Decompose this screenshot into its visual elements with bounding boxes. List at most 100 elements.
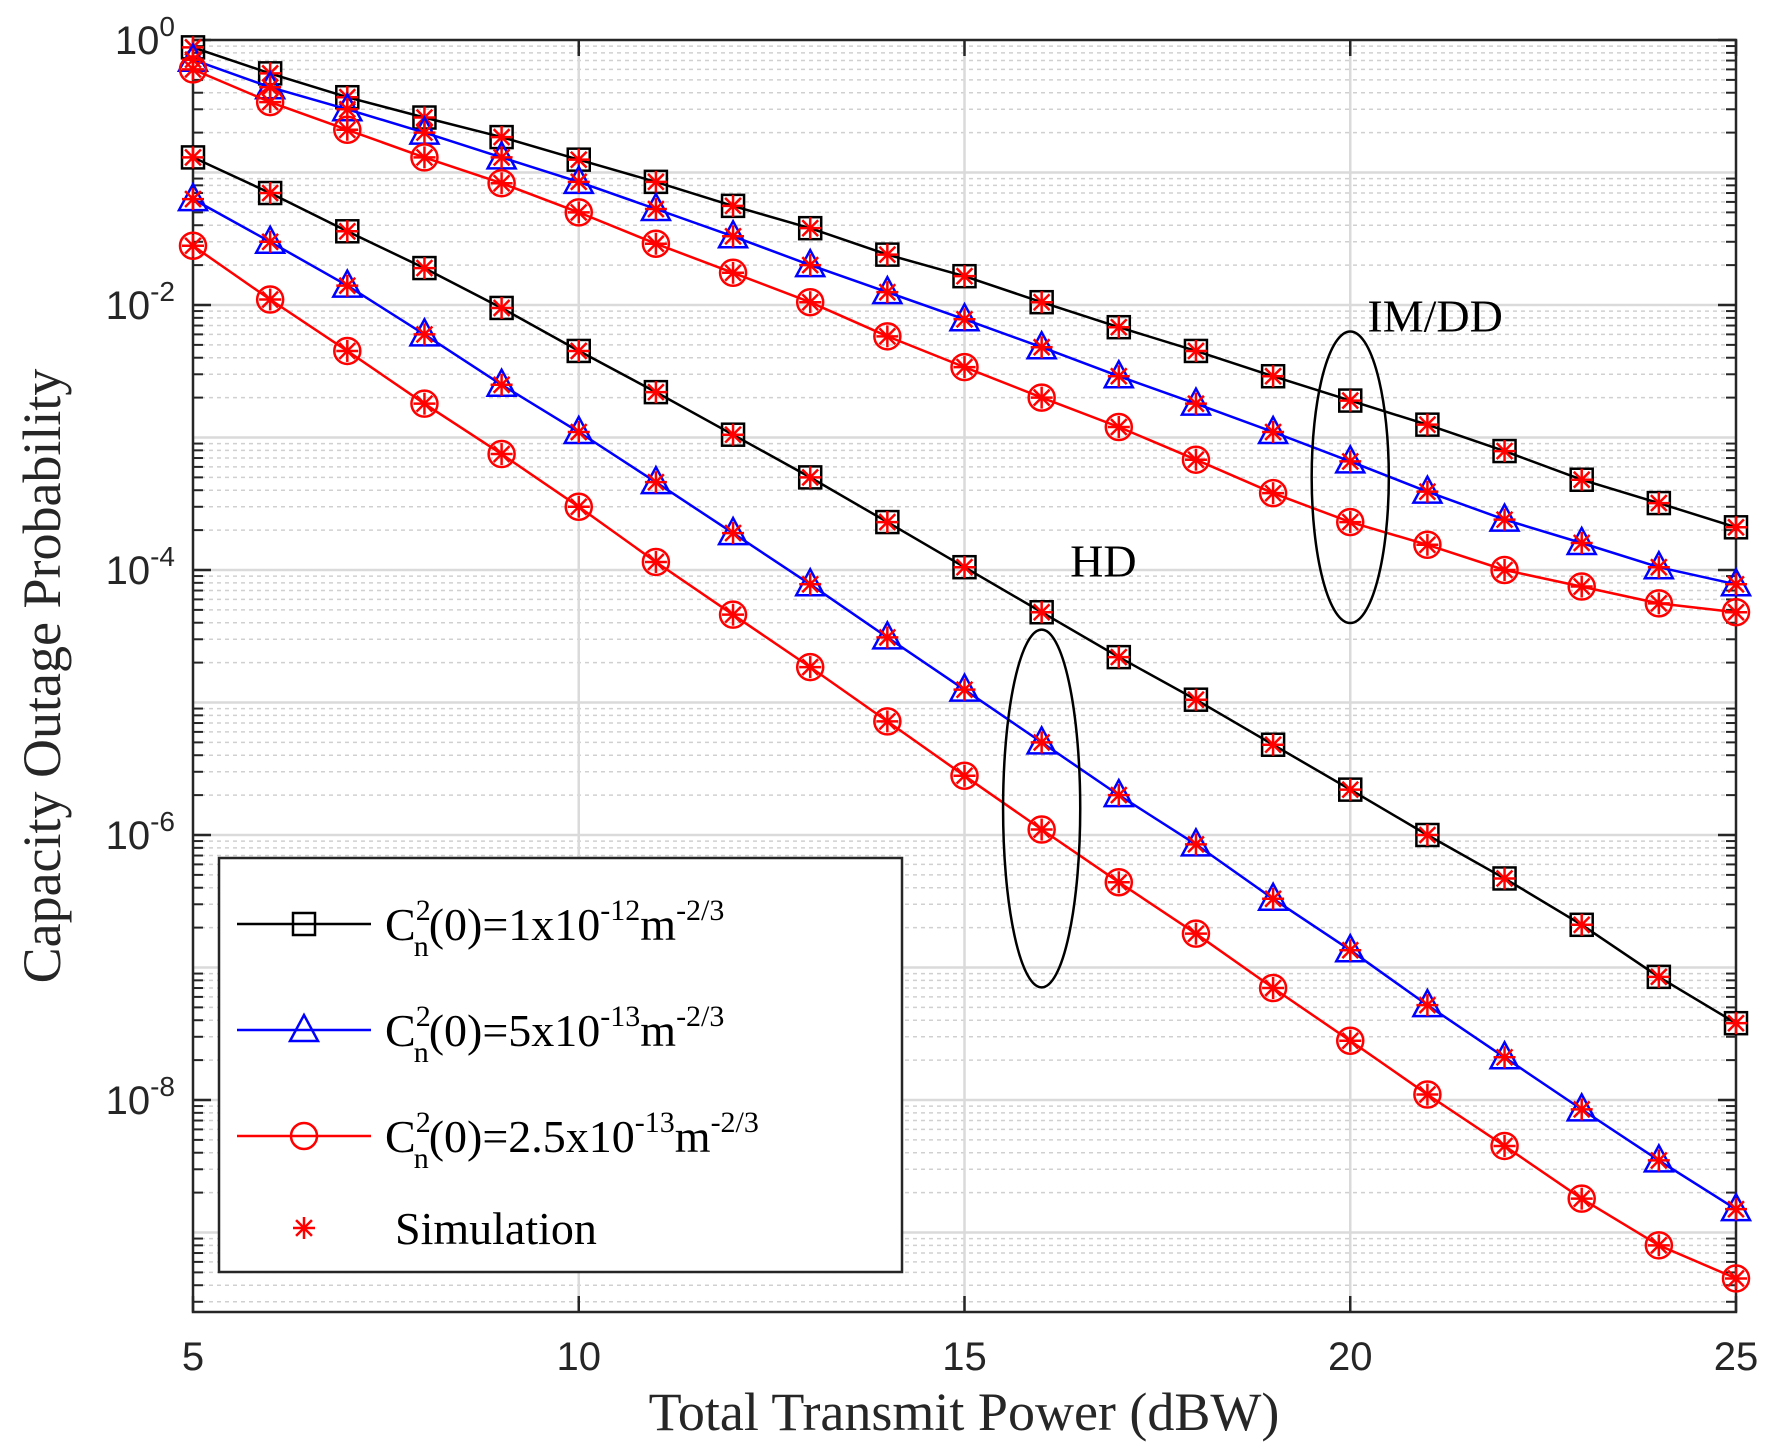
asterisk-stroke	[647, 173, 665, 191]
x-tick-label: 10	[557, 1335, 602, 1379]
data-point-circle	[1721, 1264, 1751, 1293]
asterisk-stroke	[261, 93, 279, 111]
simulation-point	[799, 291, 822, 314]
asterisk-stroke	[261, 78, 279, 97]
asterisk-stroke	[1264, 423, 1282, 441]
simulation-point	[413, 323, 436, 346]
data-point-circle	[1721, 597, 1751, 627]
simulation-point	[259, 91, 282, 114]
x-tick-label: 15	[942, 1335, 987, 1379]
simulation-point	[799, 466, 822, 489]
simulation-point	[1647, 1234, 1670, 1257]
simulation-point	[1570, 575, 1593, 598]
simulation-point	[1339, 1029, 1362, 1052]
asterisk-stroke	[1187, 835, 1205, 854]
asterisk-stroke	[261, 232, 279, 251]
asterisk-stroke	[955, 310, 974, 329]
simulation-point	[1647, 965, 1670, 988]
series-layer	[176, 35, 1753, 1293]
simulation-point	[953, 556, 976, 579]
simulation-point	[259, 288, 282, 311]
simulation-point	[876, 243, 899, 266]
x-tick-label: 20	[1328, 1335, 1373, 1379]
asterisk-stroke	[1418, 996, 1437, 1014]
asterisk-stroke	[1341, 513, 1360, 531]
asterisk-stroke	[1418, 535, 1437, 554]
simulation-point	[722, 423, 745, 446]
y-tick-label: 10-8	[106, 1071, 175, 1123]
y-axis-label: Capacity Outage Probability	[12, 369, 72, 984]
asterisk-stroke	[1418, 826, 1437, 844]
asterisk-stroke	[1032, 733, 1051, 752]
asterisk-stroke	[955, 680, 974, 699]
asterisk-stroke	[1572, 577, 1591, 596]
data-point-circle	[564, 198, 593, 227]
data-point-circle	[410, 389, 439, 418]
simulation-point	[876, 626, 899, 649]
asterisk-stroke	[647, 473, 665, 491]
simulation-point	[1493, 1134, 1516, 1157]
simulation-point	[953, 678, 976, 701]
simulation-point	[182, 58, 204, 81]
simulation-point	[413, 392, 436, 415]
asterisk-stroke	[184, 190, 202, 208]
asterisk-stroke	[1650, 594, 1668, 613]
asterisk-stroke	[647, 200, 665, 218]
asterisk-stroke	[492, 445, 511, 463]
x-axis-label: Total Transmit Power (dBW)	[649, 1382, 1280, 1442]
x-tick-label: 5	[182, 1335, 204, 1379]
data-point-circle	[333, 336, 362, 366]
simulation-point	[1493, 508, 1516, 531]
legend-label: C2 n(0)=2.5x10-13m-2/3	[385, 1106, 759, 1175]
simulation-point	[1339, 939, 1362, 962]
tick-labels: 5 10 15 20 25 100 10-2 10-4 10-6 10-8	[106, 11, 1759, 1379]
data-point-circle	[1413, 530, 1442, 560]
asterisk-stroke	[801, 256, 820, 274]
simulation-point	[1107, 784, 1130, 807]
simulation-point	[1184, 448, 1207, 471]
simulation-point	[1725, 601, 1747, 624]
asterisk-stroke	[1727, 1200, 1745, 1218]
asterisk-stroke	[1264, 735, 1282, 754]
legend-marker-circle	[289, 1121, 319, 1151]
asterisk-stroke	[1495, 1048, 1514, 1067]
data-point-circle	[255, 285, 285, 314]
simulation-point	[182, 146, 204, 169]
y-tick-label: 100	[115, 11, 175, 63]
asterisk-stroke	[1032, 338, 1051, 357]
simulation-point	[876, 511, 899, 534]
data-point-circle	[1644, 1231, 1674, 1260]
data-point-circle	[1490, 555, 1519, 585]
group-ellipse	[1001, 628, 1082, 989]
data-point-circle	[178, 55, 208, 84]
simulation-point	[336, 274, 359, 297]
annotations: IM/DD HD	[1001, 291, 1503, 989]
asterisk-stroke	[878, 628, 897, 647]
simulation-point	[1107, 871, 1130, 894]
legend-marker-asterisk	[293, 1217, 315, 1239]
asterisk-stroke	[569, 173, 588, 191]
legend-label: C2 n(0)=1x10-12m-2/3	[385, 894, 724, 963]
simulation-point	[259, 182, 282, 205]
simulation-point	[1647, 556, 1670, 579]
simulation-point	[567, 339, 590, 362]
simulation-point	[1725, 1012, 1747, 1035]
simulation-point	[1725, 516, 1747, 539]
simulation-point	[1107, 416, 1130, 439]
asterisk-stroke	[724, 263, 742, 282]
asterisk-stroke	[1495, 561, 1514, 579]
simulation-point	[1262, 421, 1285, 444]
asterisk-stroke	[724, 197, 742, 215]
legend-label: Simulation	[395, 1203, 597, 1254]
simulation-point	[1647, 492, 1670, 515]
simulation-point	[1339, 778, 1362, 801]
simulation-point	[1262, 977, 1285, 1000]
asterisk-stroke	[801, 219, 820, 237]
simulation-point	[953, 265, 976, 288]
asterisk-stroke	[184, 236, 202, 255]
simulation-point	[1030, 818, 1053, 841]
simulation-point	[1184, 833, 1207, 856]
asterisk-stroke	[1187, 450, 1205, 469]
simulation-point	[1570, 1098, 1593, 1121]
